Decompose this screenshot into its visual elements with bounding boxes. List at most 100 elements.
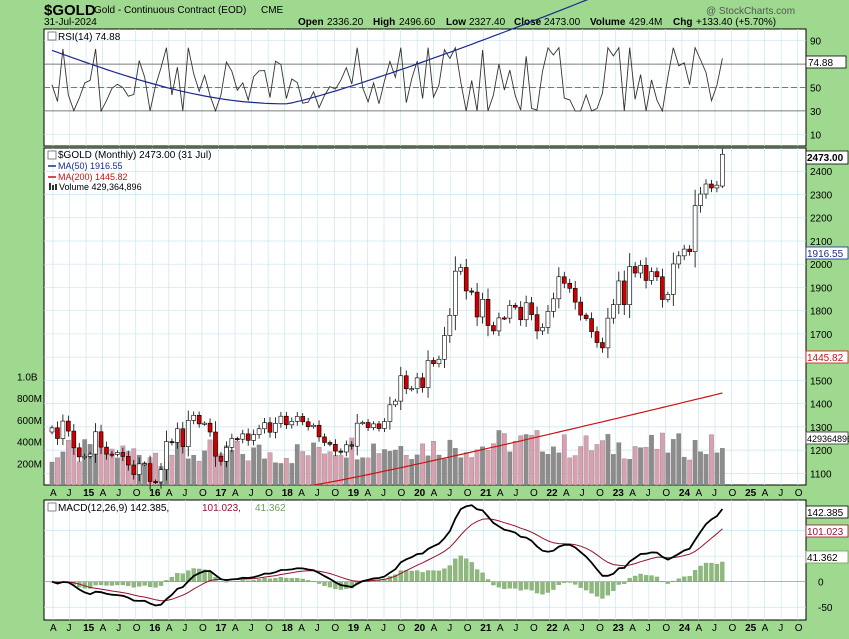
volume-tick-label: 600M [17,416,42,427]
macd-histogram-bar [535,582,539,593]
x-tick-label: J [381,623,386,634]
x-tick-label: 17 [216,488,228,499]
x-tick-label: J [381,488,386,499]
candle-body [633,267,637,274]
x-tick-label: A [232,623,239,634]
x-tick-label: 25 [745,623,757,634]
volume-bar [644,447,648,485]
volume-bar [622,459,626,485]
volume-bar [491,444,495,485]
x-tick-label: O [795,488,803,499]
x-tick-label: J [646,488,651,499]
candle-body [590,319,594,332]
x-tick-label: A [497,488,504,499]
price-tick-label: 2000 [810,260,833,271]
macd-histogram-bar [246,581,250,582]
volume-bar [698,452,702,485]
macd-histogram-bar [437,571,441,582]
macd-histogram-bar [557,582,561,585]
macd-histogram-bar [115,582,119,585]
macd-histogram-bar [688,576,692,581]
volume-bar [61,452,65,485]
candle-body [448,315,452,335]
x-tick-label: J [712,623,717,634]
candle-body [290,421,294,424]
candle-body [77,448,81,457]
candle-body [399,376,403,401]
macd-histogram-bar [94,582,98,585]
x-tick-label: A [762,623,769,634]
macd-histogram-bar [181,574,185,582]
volume-bar [720,448,724,485]
candle-body [426,360,430,387]
macd-label: MACD(12,26,9) 142.385, [58,503,169,514]
volume-bar [480,447,484,485]
volume-bar [502,433,506,485]
candle-body [568,283,572,288]
macd-histogram-bar [410,571,414,582]
macd-histogram-bar [497,582,501,587]
exchange-label: CME [261,5,284,16]
macd-histogram-bar [470,562,474,581]
x-tick-label: J [67,488,72,499]
candle-body [606,318,610,348]
candle-body [682,249,686,256]
x-tick-label: J [315,488,320,499]
x-tick-label: J [249,488,254,499]
macd-histogram-bar [475,570,479,582]
macd-histogram-bar [715,564,719,582]
candle-body [192,415,196,420]
volume-bar [497,430,501,485]
volume-bar [192,455,196,485]
volume-bar [235,441,239,485]
macd-histogram-bar [704,563,708,582]
macd-histogram-bar [148,582,152,587]
volume-bar [568,458,572,485]
candle-body [61,421,65,438]
candle-body [121,452,125,456]
macd-histogram-bar [584,582,588,590]
candle-body [546,311,550,327]
volume-bar [693,440,697,485]
volume-bar [448,440,452,485]
volume-bar [666,453,670,485]
candle-body [508,305,512,318]
price-tick-label: 1400 [810,400,833,411]
candle-body [361,422,365,423]
rsi-tick-label: 30 [810,107,822,118]
macd-histogram-bar [524,582,528,590]
candle-body [497,318,501,331]
candle-body [230,439,234,448]
candle-body [72,431,76,448]
x-tick-label: 24 [679,488,691,499]
candle-body [611,305,615,318]
candle-body [115,452,119,454]
x-tick-label: A [695,488,702,499]
candle-body [137,464,141,475]
x-tick-label: O [662,488,670,499]
macd-histogram-bar [568,582,572,583]
candle-body [513,305,517,307]
price-panel [44,148,806,485]
volume-bar [415,455,419,485]
candle-body [699,194,703,206]
rsi-legend: RSI(14) 74.88 [48,32,121,43]
macd-histogram-bar [415,571,419,582]
macd-histogram-bar [426,571,430,582]
candle-body [350,445,354,446]
macd-histogram-bar [595,582,599,597]
x-tick-label: A [364,488,371,499]
volume-bar [170,455,174,485]
candle-body [644,265,648,280]
price-tick-label: 2400 [810,167,833,178]
x-tick-label: J [447,623,452,634]
volume-bar [404,455,408,485]
candle-body [263,423,267,429]
candle-body [252,435,256,441]
macd-histogram-bar [693,570,697,581]
candle-body [186,420,190,446]
volume-bar [251,448,255,485]
macd-histogram-bar [720,562,724,582]
x-tick-label: A [100,623,107,634]
candle-body [344,445,348,452]
